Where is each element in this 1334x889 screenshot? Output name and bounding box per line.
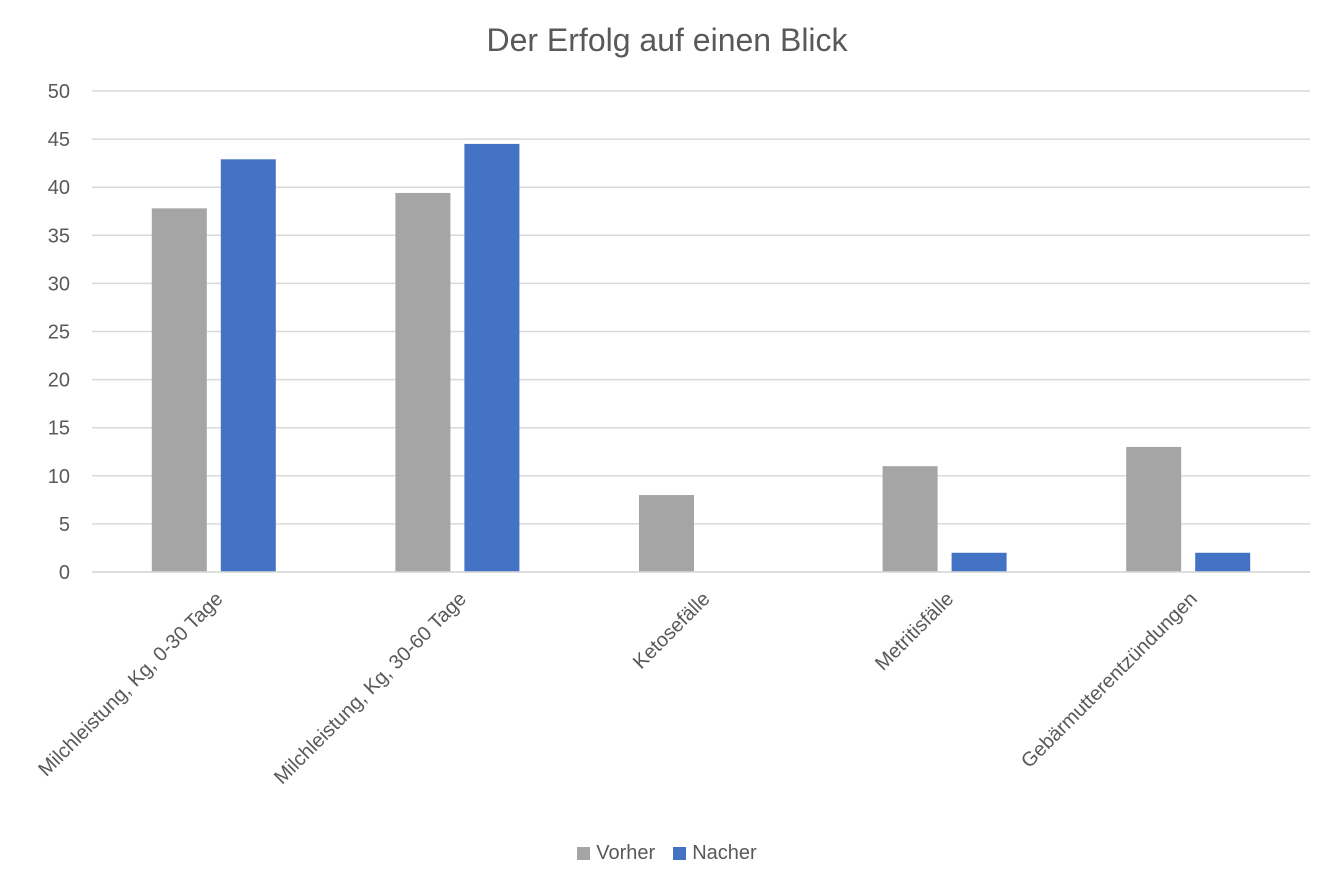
legend-swatch-vorher [577,847,591,860]
bar-nacher-1 [464,143,520,572]
y-tick-label-35: 35 [48,225,70,247]
legend: Vorher Nacher [0,842,1334,865]
y-tick-label-50: 50 [48,81,70,103]
legend-label-vorher: Vorher [596,842,656,864]
bar-vorher-2 [639,495,694,572]
y-tick-label-5: 5 [59,514,70,536]
bar-vorher-1 [395,192,451,573]
bar-vorher-3 [882,466,938,572]
y-tick-label-45: 45 [48,129,70,151]
bar-vorher-0 [151,208,207,572]
legend-item-vorher: Vorher [577,842,655,865]
x-tick-label-4: Gebärmutterentzündungen [1017,588,1202,773]
y-tick-label-30: 30 [48,273,70,295]
legend-swatch-nacher [673,847,687,860]
y-tick-label-15: 15 [48,418,70,440]
y-tick-label-20: 20 [48,370,70,392]
bar-nacher-4 [1195,552,1251,572]
y-tick-label-25: 25 [48,322,70,344]
y-tick-label-40: 40 [48,177,70,199]
legend-item-nacher: Nacher [673,842,757,865]
chart-title: Der Erfolg auf einen Blick [486,22,848,58]
bar-nacher-0 [220,159,276,572]
x-tick-label-0: Milchleistung, Kg, 0-30 Tage [34,588,227,781]
y-tick-label-10: 10 [48,466,70,488]
y-tick-label-0: 0 [59,562,70,584]
bar-vorher-4 [1126,446,1182,572]
legend-label-nacher: Nacher [692,842,757,864]
bar-nacher-3 [951,552,1007,572]
x-tick-label-1: Milchleistung, Kg, 30-60 Tage [270,588,471,789]
x-tick-label-2: Ketosefälle [629,588,715,674]
x-tick-label-3: Metritisfälle [871,588,958,675]
